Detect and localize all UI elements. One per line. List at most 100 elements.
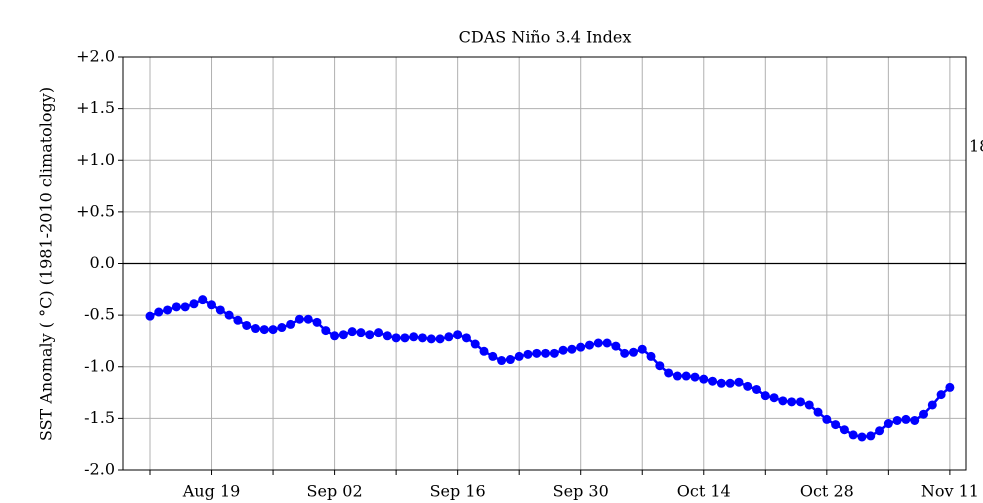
data-point	[743, 381, 753, 391]
data-point	[919, 409, 929, 419]
data-point	[637, 344, 647, 354]
data-point	[250, 324, 260, 334]
data-point	[875, 426, 885, 436]
data-point	[795, 397, 805, 407]
data-point	[514, 351, 524, 361]
data-point	[927, 400, 937, 410]
data-point	[699, 374, 709, 384]
data-point	[839, 425, 849, 435]
data-point	[189, 299, 199, 309]
data-point	[822, 414, 832, 424]
data-point	[752, 384, 762, 394]
data-point	[321, 326, 331, 336]
data-point	[426, 334, 436, 344]
data-point	[628, 347, 638, 357]
data-point	[479, 346, 489, 356]
data-point	[312, 317, 322, 327]
data-point	[611, 341, 621, 351]
data-point	[154, 307, 164, 317]
data-point	[330, 331, 340, 341]
annotation: 18	[969, 137, 983, 156]
y-tick-label: +1.0	[76, 150, 115, 169]
y-tick-label: -1.0	[84, 356, 115, 375]
data-point	[374, 328, 384, 338]
data-point	[576, 342, 586, 352]
data-point	[585, 340, 594, 350]
data-point	[848, 430, 858, 440]
plot-frame	[122, 56, 967, 471]
x-tick-label: Nov 11	[921, 482, 979, 501]
data-point	[646, 351, 656, 361]
data-point	[215, 305, 225, 315]
chart-title: CDAS Niño 3.4 Index	[459, 28, 632, 47]
y-tick-label: -0.5	[84, 305, 115, 324]
data-point	[655, 361, 665, 371]
data-point	[549, 348, 559, 358]
data-point	[857, 432, 867, 442]
data-point	[347, 327, 357, 337]
y-tick-label: 0.0	[90, 253, 115, 272]
data-point	[892, 415, 902, 425]
data-point	[268, 325, 278, 335]
data-point	[286, 319, 296, 329]
data-point	[356, 328, 366, 338]
data-point	[242, 320, 252, 330]
y-axis-label: SST Anomaly ( °C) (1981-2010 climatology…	[37, 87, 56, 441]
data-point	[769, 393, 779, 403]
data-point	[171, 302, 181, 312]
y-tick-label: +0.5	[76, 201, 115, 220]
data-point	[725, 378, 735, 388]
data-point	[505, 355, 515, 365]
data-point	[409, 332, 419, 342]
data-point	[708, 376, 718, 386]
x-tick-label: Oct 28	[800, 482, 854, 501]
data-point	[488, 351, 498, 361]
data-point	[453, 330, 463, 340]
data-point	[444, 332, 454, 342]
data-point	[831, 420, 841, 430]
data-point	[778, 396, 788, 406]
data-point	[163, 305, 173, 315]
data-point	[716, 378, 726, 388]
data-point	[690, 372, 700, 382]
data-point	[523, 349, 533, 359]
data-point	[338, 330, 348, 340]
data-point	[760, 391, 770, 401]
data-point	[180, 302, 190, 312]
data-point	[224, 310, 234, 320]
data-point	[400, 333, 410, 343]
data-point	[461, 333, 471, 343]
data-point	[532, 348, 542, 358]
data-point	[602, 338, 612, 348]
data-point	[901, 414, 911, 424]
data-point	[734, 377, 744, 387]
data-point	[277, 323, 287, 333]
data-point	[541, 348, 551, 358]
data-point	[593, 338, 603, 348]
data-point	[417, 333, 427, 343]
data-point	[233, 315, 243, 325]
x-tick-label: Oct 14	[677, 482, 731, 501]
data-point	[435, 334, 445, 344]
data-point	[145, 311, 155, 321]
y-tick-label: +1.5	[76, 98, 115, 117]
x-tick-label: Sep 30	[553, 482, 609, 501]
data-point	[936, 390, 946, 400]
x-tick-label: Sep 02	[307, 482, 363, 501]
x-tick-label: Sep 16	[430, 482, 486, 501]
data-point	[391, 333, 401, 343]
data-point	[207, 300, 217, 310]
data-point	[294, 314, 304, 324]
data-point	[664, 368, 674, 378]
data-point	[303, 314, 313, 324]
y-tick-label: +2.0	[76, 47, 115, 66]
data-point	[558, 345, 568, 355]
data-point	[567, 344, 577, 354]
data-point	[497, 356, 507, 366]
data-point	[787, 397, 797, 407]
data-point	[620, 348, 630, 358]
data-point	[672, 371, 682, 381]
data-point	[470, 339, 480, 349]
x-tick-label: Aug 19	[182, 482, 241, 501]
